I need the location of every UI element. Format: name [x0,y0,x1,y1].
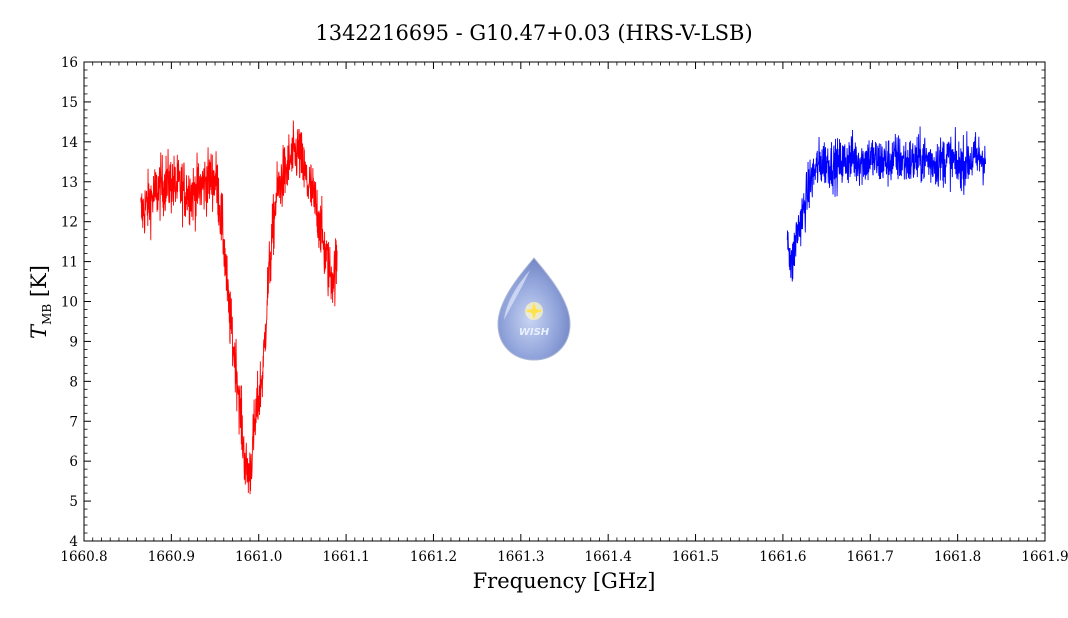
x-tick-label: 1661.8 [934,549,981,565]
x-tick-label: 1660.9 [148,549,195,565]
series-line-1 [140,120,338,495]
y-tick-label: 14 [61,135,78,151]
x-tick-label: 1661.4 [585,549,632,565]
x-tick-label: 1661.7 [847,549,894,565]
y-tick-label: 15 [61,95,78,111]
x-tick-label: 1661.3 [497,549,544,565]
y-axis-label-unit: [K] [27,265,51,297]
y-tick-label: 4 [69,534,78,550]
y-axis-label-symbol: T [27,323,51,339]
svg-text:TMB [K]: TMB [K] [27,265,54,339]
y-tick-label: 8 [69,374,78,390]
x-tick-label: 1660.8 [60,549,107,565]
plot-area: 1660.8 1660.9 1661.0 1661.1 1661.2 1661.3 1661… [60,55,1068,565]
wish-logo: WISH [497,257,571,361]
y-axis-label-subscript: MB [40,304,54,325]
y-tick-label: 11 [61,255,78,271]
y-tick-label: 10 [61,295,78,311]
drop-highlight [504,270,530,320]
x-tick-label: 1661.2 [410,549,457,565]
x-tick-label: 1661.9 [1021,549,1068,565]
y-tick-label: 5 [69,494,78,510]
series-line-2 [786,126,987,282]
x-tick-label: 1661.0 [235,549,282,565]
logo-text: WISH [519,327,550,338]
chart-title: 1342216695 - G10.47+0.03 (HRS-V-LSB) [315,21,752,45]
x-axis-label: Frequency [GHz] [473,569,656,593]
x-tick-label: 1661.1 [322,549,369,565]
series-layer [140,120,987,495]
x-tick-label: 1661.6 [759,549,806,565]
y-tick-label: 6 [69,454,78,470]
y-tick-label: 13 [61,175,78,191]
y-tick-label: 7 [69,414,78,430]
ticks-layer: 1660.8 1660.9 1661.0 1661.1 1661.2 1661.3 1661… [60,55,1068,565]
y-axis-label: TMB [K] [27,265,54,339]
y-tick-label: 16 [61,55,78,71]
y-tick-label: 12 [61,215,78,231]
y-tick-label: 9 [69,334,78,350]
x-tick-label: 1661.5 [672,549,719,565]
star-icon [525,302,543,320]
